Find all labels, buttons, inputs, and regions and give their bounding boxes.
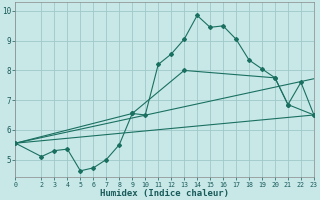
X-axis label: Humidex (Indice chaleur): Humidex (Indice chaleur) (100, 189, 229, 198)
